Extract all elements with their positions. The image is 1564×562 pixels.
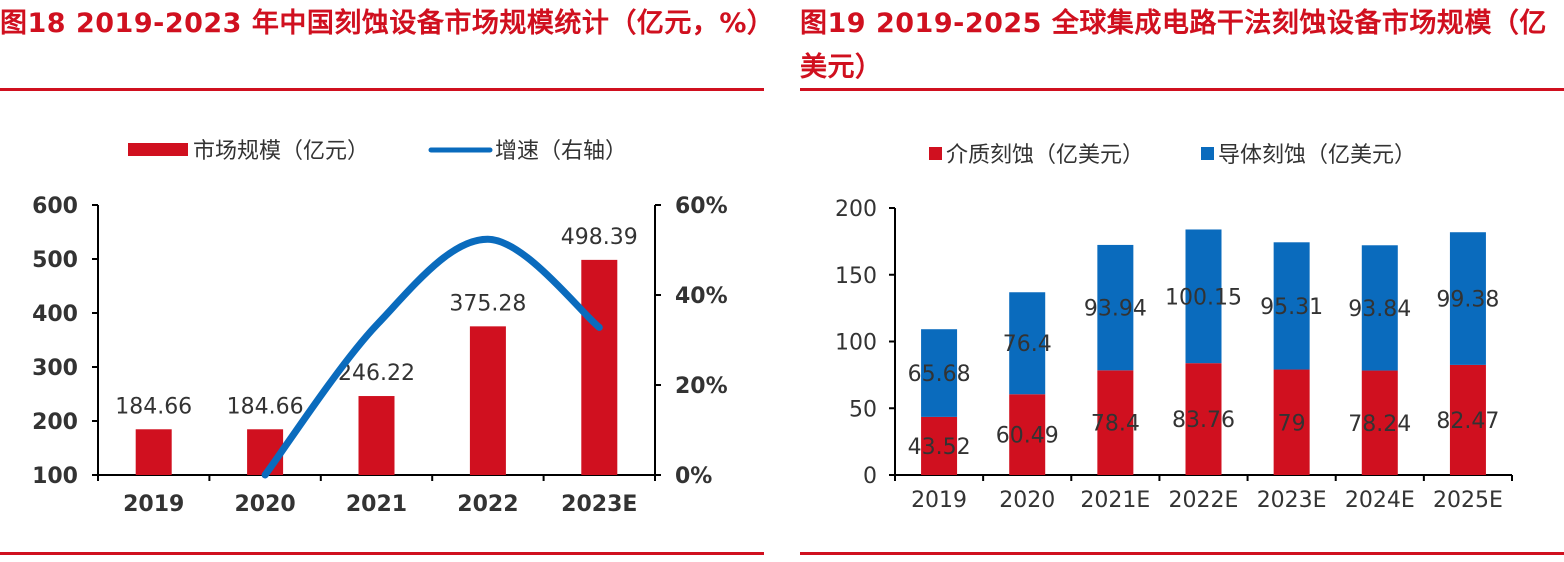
bar-conductor-etch bbox=[1185, 229, 1222, 364]
bar-market-size bbox=[358, 396, 395, 475]
title-divider bbox=[800, 88, 1564, 91]
bar-conductor-etch bbox=[1273, 242, 1310, 370]
y2-tick-label: 0% bbox=[675, 464, 712, 489]
bar-conductor-etch bbox=[1449, 232, 1486, 365]
y-tick-label: 600 bbox=[32, 194, 78, 219]
legend-swatch-conductor bbox=[1201, 147, 1214, 160]
legend-swatch-market-size bbox=[128, 143, 188, 156]
bar-market-size bbox=[135, 429, 172, 475]
x-tick-label: 2020 bbox=[234, 492, 295, 517]
bar-data-label: 93.84 bbox=[1348, 297, 1411, 322]
x-tick-label: 2023E bbox=[1257, 488, 1327, 513]
bar-data-label: 498.39 bbox=[561, 225, 638, 250]
y-tick-label: 100 bbox=[835, 331, 877, 356]
bar-dielectric-etch bbox=[1097, 370, 1134, 475]
chart-title: 图18 2019-2023 年中国刻蚀设备市场规模统计（亿元，%） bbox=[0, 8, 775, 39]
bar-data-label: 184.66 bbox=[227, 394, 304, 419]
bar-data-label: 60.49 bbox=[996, 424, 1059, 449]
bar-data-label: 246.22 bbox=[338, 361, 415, 386]
bar-data-label: 95.31 bbox=[1260, 295, 1323, 320]
y-tick-label: 200 bbox=[32, 410, 78, 435]
x-tick-label: 2023E bbox=[561, 492, 637, 517]
y-tick-label: 300 bbox=[32, 356, 78, 381]
x-tick-label: 2020 bbox=[999, 488, 1055, 513]
y-tick-label: 500 bbox=[32, 248, 78, 273]
bar-dielectric-etch bbox=[921, 416, 958, 475]
footer-divider bbox=[800, 552, 1564, 555]
chart-svg: 市场规模（亿元） 增速（右轴） 600 500 400 300 200 100 60% 40… bbox=[32, 139, 728, 517]
growth-line bbox=[261, 235, 603, 479]
bar-data-label: 100.15 bbox=[1165, 285, 1242, 310]
x-tick-label: 2024E bbox=[1345, 488, 1415, 513]
bar-data-label: 83.76 bbox=[1172, 408, 1235, 433]
bar-data-label: 99.38 bbox=[1436, 288, 1499, 313]
x-tick-label: 2019 bbox=[911, 488, 967, 513]
x-tick-label: 2021E bbox=[1080, 488, 1150, 513]
y-tick-label: 400 bbox=[32, 302, 78, 327]
bar-market-size bbox=[581, 259, 618, 475]
bar-data-label: 78.4 bbox=[1091, 412, 1140, 437]
bar-data-label: 82.47 bbox=[1436, 409, 1499, 434]
chart-title: 图19 2019-2025 全球集成电路干法刻蚀设备市场规模（亿美元） bbox=[800, 8, 1547, 83]
bar-dielectric-etch bbox=[1009, 394, 1046, 475]
legend-swatch-dielectric bbox=[929, 147, 942, 160]
x-tick-label: 2025E bbox=[1433, 488, 1503, 513]
bar-market-size bbox=[469, 326, 506, 475]
y-tick-label: 100 bbox=[32, 464, 78, 489]
chart-svg: 介质刻蚀（亿美元） 导体刻蚀（亿美元） 200 150 100 50 0 2019 202… bbox=[835, 143, 1513, 513]
chart-panel-market-size: 图18 2019-2023 年中国刻蚀设备市场规模统计（亿元，%） 市场规模（亿… bbox=[0, 0, 775, 562]
bar-conductor-etch bbox=[1097, 244, 1134, 371]
bar-conductor-etch bbox=[921, 329, 958, 417]
bar-data-label: 78.24 bbox=[1348, 412, 1411, 437]
y-tick-label: 150 bbox=[835, 264, 877, 289]
bar-data-label: 43.52 bbox=[908, 435, 971, 460]
bar-dielectric-etch bbox=[1361, 370, 1398, 475]
x-tick-label: 2022E bbox=[1169, 488, 1239, 513]
y-tick-label: 50 bbox=[849, 397, 877, 422]
y2-tick-label: 60% bbox=[675, 194, 728, 219]
bar-conductor-etch bbox=[1009, 292, 1046, 395]
bar-data-label: 184.66 bbox=[115, 394, 192, 419]
bar-data-label: 65.68 bbox=[908, 362, 971, 387]
y2-tick-label: 20% bbox=[675, 374, 728, 399]
footer-divider bbox=[0, 552, 764, 555]
title-divider bbox=[0, 88, 764, 91]
bar-dielectric-etch bbox=[1185, 363, 1222, 475]
legend-label-growth: 增速（右轴） bbox=[495, 139, 627, 164]
y-tick-label: 0 bbox=[863, 464, 877, 489]
x-tick-label: 2019 bbox=[123, 492, 184, 517]
bar-data-label: 93.94 bbox=[1084, 297, 1147, 322]
x-tick-label: 2021 bbox=[346, 492, 407, 517]
x-tick-label: 2022 bbox=[457, 492, 518, 517]
y-tick-label: 200 bbox=[835, 197, 877, 222]
bar-data-label: 76.4 bbox=[1003, 332, 1052, 357]
legend-label-conductor: 导体刻蚀（亿美元） bbox=[1218, 143, 1416, 168]
bar-dielectric-etch bbox=[1273, 369, 1310, 475]
bar-data-label: 375.28 bbox=[449, 291, 526, 316]
bar-conductor-etch bbox=[1361, 245, 1398, 371]
bar-data-label: 79 bbox=[1278, 411, 1306, 436]
chart-panel-dry-etch: 图19 2019-2025 全球集成电路干法刻蚀设备市场规模（亿美元） 介质刻蚀… bbox=[800, 0, 1564, 562]
legend-label-dielectric: 介质刻蚀（亿美元） bbox=[946, 143, 1144, 168]
y2-tick-label: 40% bbox=[675, 284, 728, 309]
legend-label-market-size: 市场规模（亿元） bbox=[193, 139, 369, 164]
bar-dielectric-etch bbox=[1449, 364, 1486, 475]
